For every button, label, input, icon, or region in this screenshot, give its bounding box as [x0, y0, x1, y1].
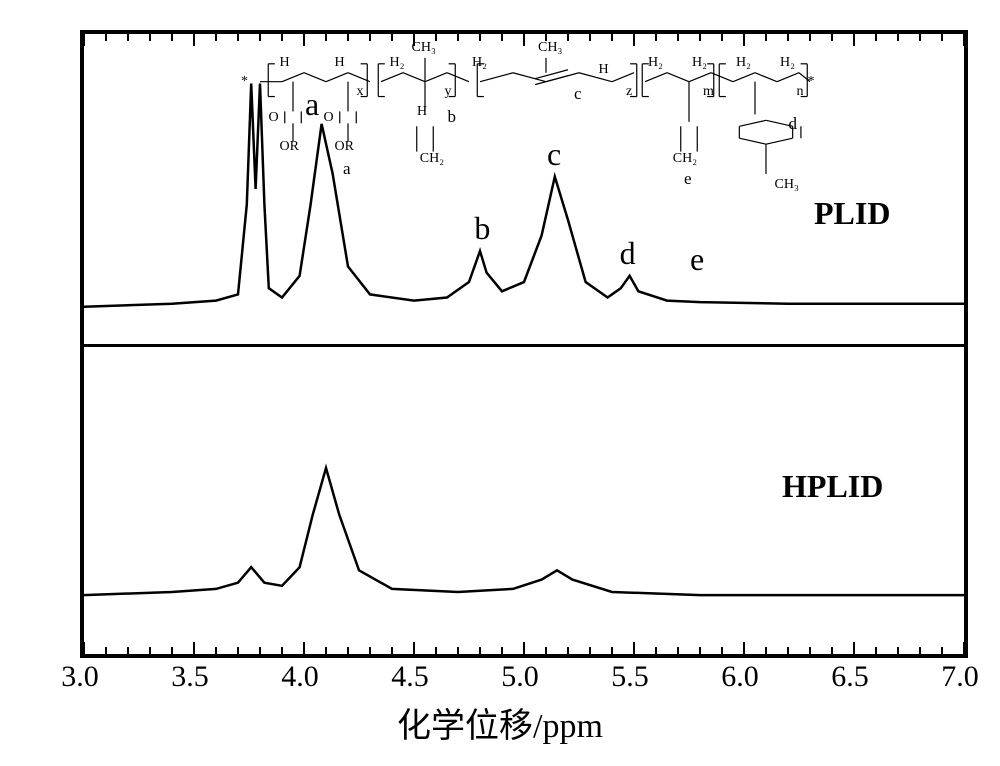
x-tick-label: 7.0: [941, 660, 979, 694]
spectrum-plid: [84, 34, 964, 344]
peak-label-c: c: [547, 136, 561, 173]
x-tick-label: 3.0: [61, 660, 99, 694]
peak-label-a: a: [305, 86, 319, 123]
peak-label-b: b: [474, 210, 490, 247]
x-tick-label: 3.5: [171, 660, 209, 694]
peak-label-e: e: [690, 241, 704, 278]
x-tick-label: 5.0: [501, 660, 539, 694]
x-tick-label: 6.0: [721, 660, 759, 694]
peak-label-d: d: [620, 235, 636, 272]
x-tick-label: 4.5: [391, 660, 429, 694]
x-tick-label: 5.5: [611, 660, 649, 694]
panel-plid: CH₃CH₃HHH₂H₂HH₂H₂H₂H₂OOORORHCH₂CH₂CH₃**x…: [84, 34, 964, 347]
panel-hplid: HPLID: [84, 344, 964, 654]
nmr-chart: CH₃CH₃HHH₂H₂HH₂H₂H₂H₂OOORORHCH₂CH₂CH₃**x…: [20, 20, 980, 746]
x-axis-label: 化学位移/ppm: [397, 698, 603, 747]
x-tick-label: 6.5: [831, 660, 869, 694]
x-tick-label: 4.0: [281, 660, 319, 694]
sample-label-hplid: HPLID: [782, 468, 883, 505]
plot-area: CH₃CH₃HHH₂H₂HH₂H₂H₂H₂OOORORHCH₂CH₂CH₃**x…: [80, 30, 968, 658]
sample-label-plid: PLID: [814, 195, 890, 232]
